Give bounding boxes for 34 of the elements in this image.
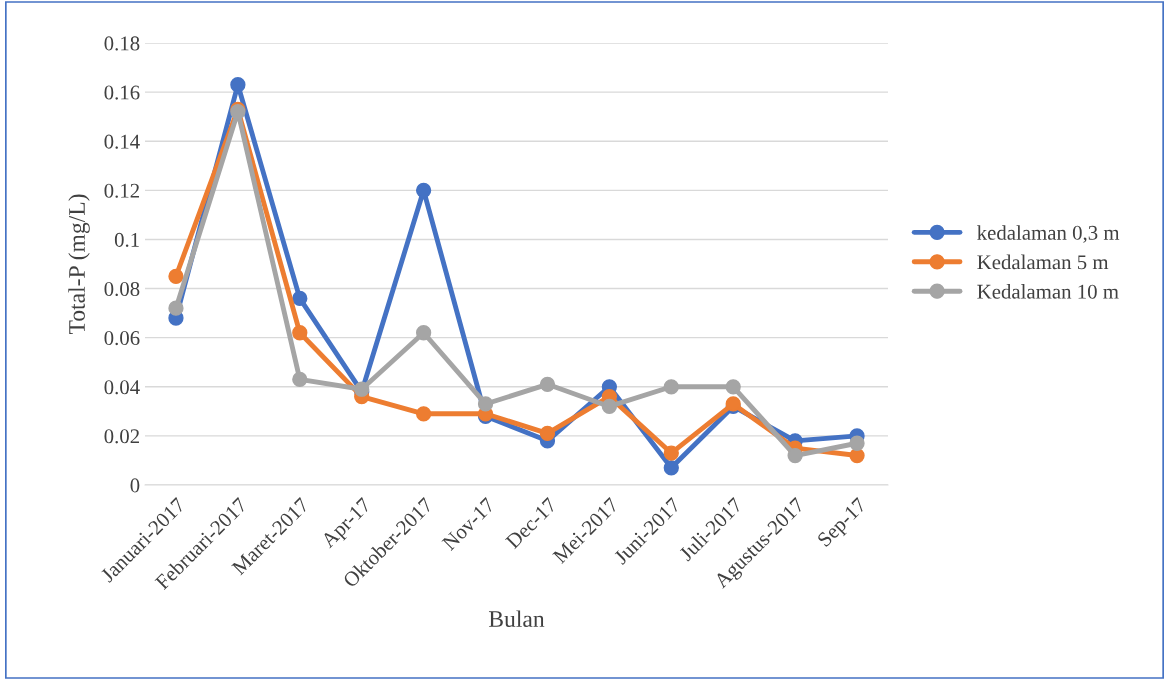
- y-tick-label: 0.12: [104, 183, 139, 198]
- legend-label: Kedalaman 5 m: [977, 254, 1109, 270]
- point: [415, 406, 432, 422]
- point: [292, 371, 308, 388]
- point: [663, 460, 679, 476]
- point: [725, 379, 741, 395]
- point: [415, 325, 432, 341]
- y-tick-label: 0.04: [104, 380, 140, 395]
- y-tick-label: 0: [130, 478, 140, 493]
- y-tick-label: 0.18: [104, 36, 140, 51]
- point: [787, 447, 803, 464]
- y-tick-label: 0.02: [104, 429, 139, 444]
- point: [539, 425, 556, 442]
- point: [168, 300, 184, 316]
- point: [230, 77, 246, 93]
- point: [292, 325, 308, 341]
- point: [663, 445, 679, 461]
- point: [663, 379, 679, 395]
- x-axis-title: Bulan: [488, 610, 545, 628]
- point: [849, 435, 865, 451]
- point: [539, 376, 556, 392]
- point: [292, 290, 308, 307]
- y-tick-label: 0.1: [114, 232, 139, 247]
- y-tick-label: 0.08: [104, 281, 140, 297]
- legend-label: kedalaman 0,3 m: [977, 225, 1120, 243]
- y-tick-label: 0.14: [104, 134, 140, 149]
- point: [477, 396, 494, 412]
- point: [168, 268, 184, 284]
- legend-label: Kedalaman 10 m: [977, 284, 1119, 299]
- point: [415, 182, 432, 198]
- y-tick-label: 0.16: [104, 85, 140, 100]
- y-tick-label: 0.06: [104, 331, 140, 346]
- point: [601, 398, 618, 415]
- y-axis-title: Total-P (mg/L): [68, 194, 90, 335]
